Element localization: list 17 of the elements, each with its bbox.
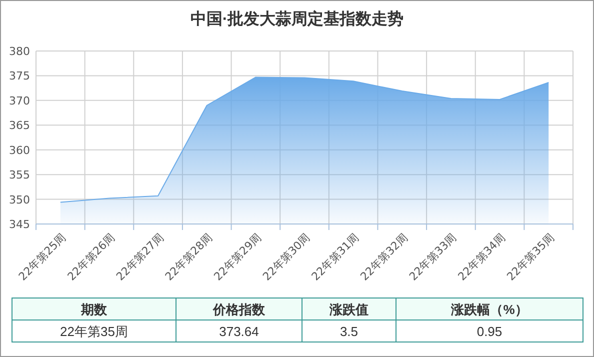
text: 涨跌幅（%） [450,302,528,317]
text: 价格指数 [212,302,266,317]
y-tick-label: 365 [9,119,30,132]
y-tick-label: 360 [9,144,30,157]
y-tick-label: 345 [9,218,30,231]
text: 22年第35周 [60,324,128,339]
y-tick-label: 375 [9,70,30,83]
y-tick-label: 370 [9,94,30,108]
text: 期数 [80,302,108,317]
y-tick-label: 380 [9,45,30,58]
y-tick-label: 350 [9,193,30,206]
text: 373.64 [219,324,259,339]
chart-title: 中国·批发大蒜周定基指数走势 [190,10,404,28]
text: 0.95 [476,324,502,339]
text: 涨跌值 [328,302,368,317]
text: 3.5 [340,324,358,339]
y-tick-label: 355 [9,168,30,182]
